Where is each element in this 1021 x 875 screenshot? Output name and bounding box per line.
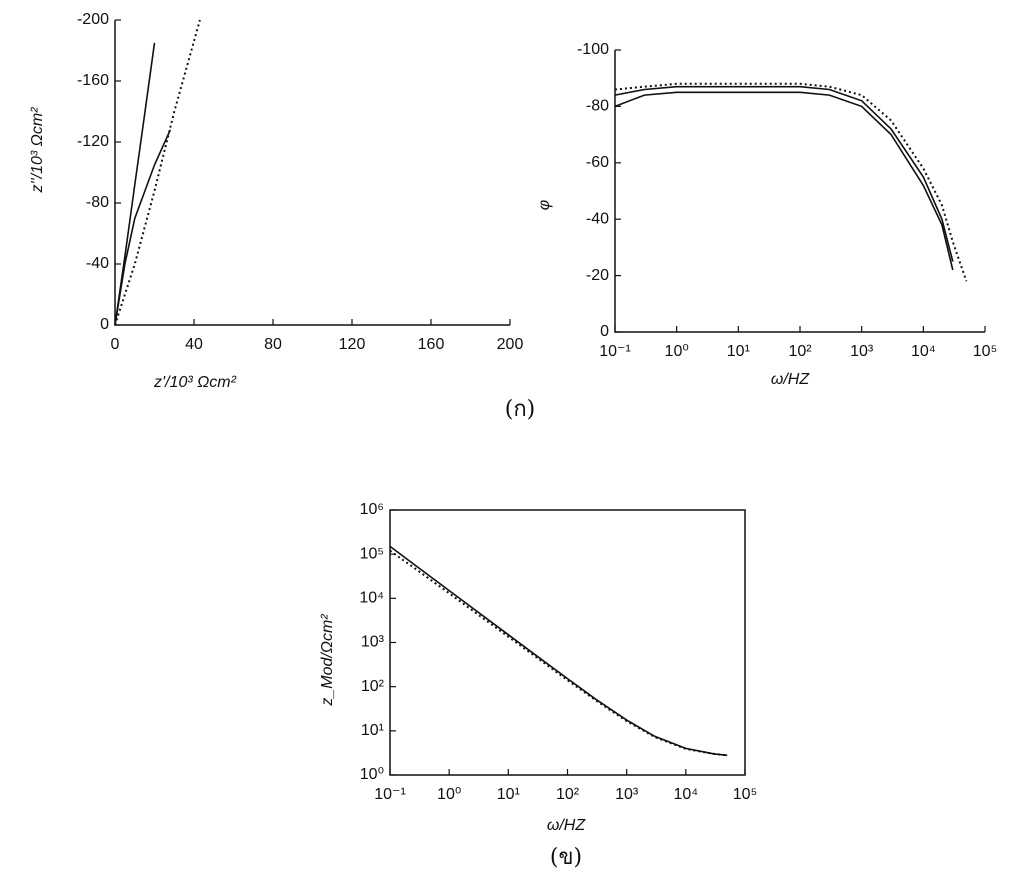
y-tick-label: 10⁵	[360, 545, 384, 562]
x-tick-label: 10⁵	[733, 786, 757, 803]
y-tick-label: 10⁴	[359, 590, 384, 607]
y-tick-label: -40	[86, 255, 109, 272]
y-axis-label: z_Mod/Ωcm²	[319, 614, 336, 707]
series-line	[615, 92, 953, 270]
x-tick-label: 10⁴	[673, 786, 698, 803]
x-axis-label: z'/10³ Ωcm²	[153, 374, 237, 391]
figure: (ก) (ข) 0 40 80 120 160 200 0 -40 -80 -120 -160 -20…	[0, 0, 1021, 875]
y-tick-label: -100	[577, 41, 609, 58]
x-tick-label: 0	[111, 336, 120, 353]
y-tick-label: 10⁰	[360, 766, 384, 783]
x-tick-label: 40	[185, 336, 203, 353]
x-tick-label: 10³	[850, 343, 874, 360]
caption: (ข)	[550, 845, 582, 870]
axis-frame	[115, 20, 510, 325]
x-axis-label: ω/HZ	[771, 371, 810, 388]
y-tick-label: 0	[100, 316, 109, 333]
y-tick-label: -200	[77, 11, 109, 28]
chart: 10⁻¹ 10⁰ 10¹ 10² 10³ 10⁴ 10⁵ 0 -20 -40 -60 -80 -100 ω…	[536, 41, 997, 388]
x-tick-label: 160	[418, 336, 445, 353]
x-tick-label: 10⁵	[973, 343, 997, 360]
x-tick-label: 200	[497, 336, 524, 353]
chart: 10⁻¹ 10⁰ 10¹ 10² 10³ 10⁴ 10⁵ 10⁰ 10¹ 10² 10³ 10⁴ 10⁵…	[319, 501, 757, 834]
x-tick-label: 120	[339, 336, 366, 353]
y-tick-label: -80	[86, 194, 109, 211]
x-axis-label: ω/HZ	[547, 817, 586, 834]
x-tick-label: 10³	[615, 786, 639, 803]
y-tick-label: 10³	[361, 634, 385, 651]
y-tick-label: -120	[77, 133, 109, 150]
x-tick-label: 10¹	[497, 786, 520, 803]
axis-frame	[390, 510, 745, 775]
y-tick-label: -40	[586, 210, 609, 227]
x-tick-label: 10⁻¹	[599, 343, 631, 360]
y-axis-label: z''/10³ Ωcm²	[29, 107, 46, 194]
y-tick-label: -60	[586, 154, 609, 171]
y-tick-label: -160	[77, 72, 109, 89]
series-line	[615, 84, 966, 281]
y-tick-label: 10⁶	[360, 501, 384, 518]
series-line	[615, 87, 953, 262]
y-tick-label: -20	[586, 267, 609, 284]
x-tick-label: 10²	[788, 343, 812, 360]
series-line	[115, 20, 200, 325]
y-tick-label: 10¹	[361, 722, 384, 739]
x-tick-label: 10²	[556, 786, 580, 803]
y-axis-label: φ	[536, 200, 553, 210]
series-line	[115, 43, 155, 325]
caption: (ก)	[505, 397, 536, 422]
x-tick-label: 10⁰	[665, 343, 689, 360]
series-line	[390, 551, 727, 756]
series-line	[115, 130, 170, 325]
x-tick-label: 10⁻¹	[374, 786, 406, 803]
chart: 0 40 80 120 160 200 0 -40 -80 -120 -160 -200 z'/10³ …	[29, 11, 523, 391]
y-tick-label: 0	[600, 323, 609, 340]
x-tick-label: 10⁴	[911, 343, 936, 360]
y-tick-label: 10²	[361, 678, 385, 695]
series-line	[390, 546, 727, 755]
x-tick-label: 80	[264, 336, 282, 353]
x-tick-label: 10¹	[727, 343, 750, 360]
y-tick-label: -80	[586, 98, 609, 115]
x-tick-label: 10⁰	[437, 786, 461, 803]
